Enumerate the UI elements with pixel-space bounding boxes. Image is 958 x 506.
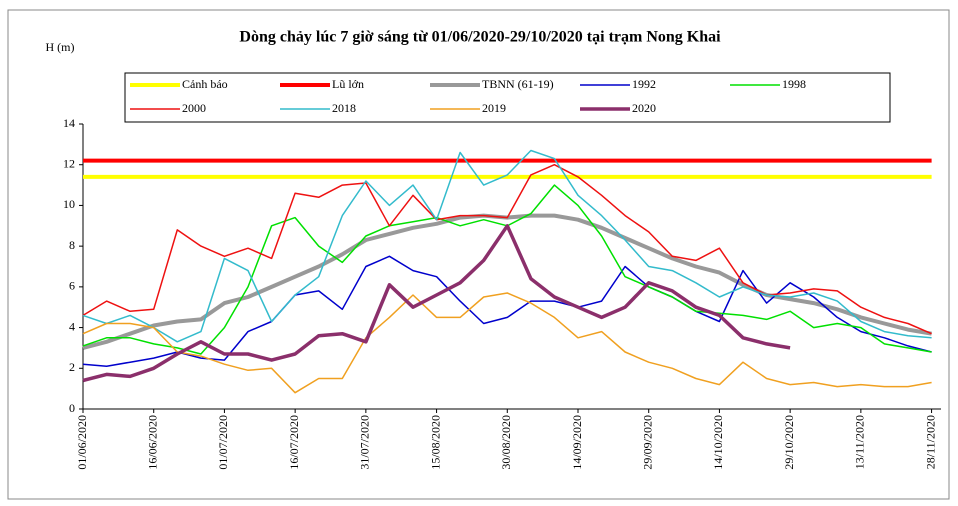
x-tick-label: 31/07/2020 — [358, 415, 372, 470]
series-line — [82, 149, 932, 343]
y-tick-label: 8 — [69, 238, 75, 252]
x-tick-label: 01/07/2020 — [216, 415, 230, 470]
legend-label: Cảnh báo — [182, 77, 228, 91]
series-line — [82, 163, 932, 335]
legend-label: 1998 — [782, 77, 806, 91]
x-tick-label: 29/10/2020 — [782, 415, 796, 470]
x-tick-label: 30/08/2020 — [499, 415, 513, 470]
chart-border — [7, 9, 950, 500]
y-tick-label: 4 — [69, 319, 75, 333]
legend-label: Lũ lớn — [332, 77, 364, 91]
y-tick-label: 0 — [69, 401, 75, 415]
series-line — [82, 224, 791, 383]
series-line — [82, 292, 932, 394]
y-tick-label: 6 — [69, 279, 75, 293]
series-line — [82, 184, 932, 355]
x-tick-label: 01/06/2020 — [75, 415, 89, 470]
x-tick-label: 28/11/2020 — [923, 415, 937, 469]
legend-label: 2020 — [632, 101, 656, 115]
legend-label: 2018 — [332, 101, 356, 115]
x-tick-label: 13/11/2020 — [853, 415, 867, 469]
y-tick-label: 10 — [63, 197, 75, 211]
y-tick-label: 2 — [69, 360, 75, 374]
legend-label: 2000 — [182, 101, 206, 115]
x-tick-label: 16/06/2020 — [145, 415, 159, 470]
series-line — [82, 213, 932, 350]
legend-label: 1992 — [632, 77, 656, 91]
y-tick-label: 14 — [63, 116, 75, 130]
chart-title: Dòng chảy lúc 7 giờ sáng từ 01/06/2020-2… — [239, 29, 721, 46]
x-tick-label: 15/08/2020 — [428, 415, 442, 470]
x-tick-label: 29/09/2020 — [640, 415, 654, 470]
legend-label: 2019 — [482, 101, 506, 115]
legend-label: TBNN (61-19) — [482, 77, 554, 91]
x-tick-label: 14/10/2020 — [711, 415, 725, 470]
x-tick-label: 16/07/2020 — [287, 415, 301, 470]
series-line — [82, 255, 932, 368]
legend-box — [124, 72, 891, 123]
y-axis-label: H (m) — [46, 40, 75, 54]
x-tick-label: 14/09/2020 — [570, 415, 584, 470]
y-tick-label: 12 — [63, 156, 75, 170]
